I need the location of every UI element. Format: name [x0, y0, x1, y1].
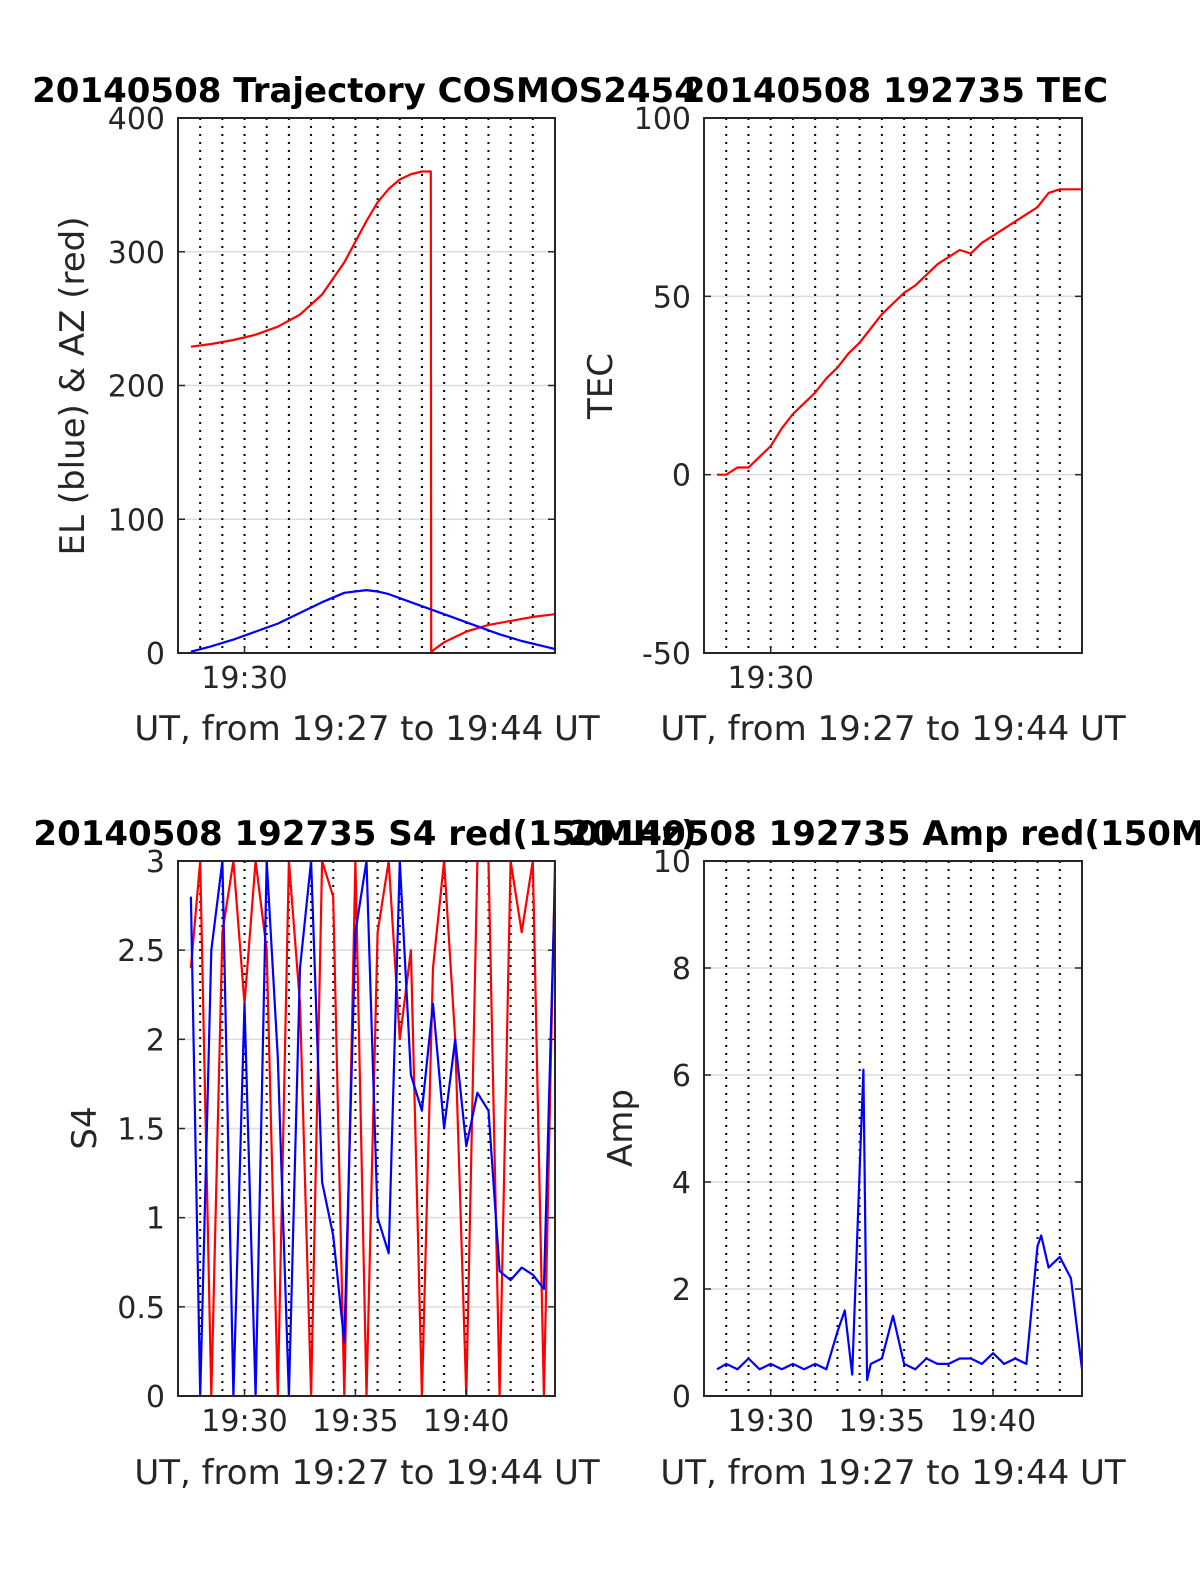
s4-xtick-label: 19:30: [201, 1404, 287, 1439]
s4-xlabel: UT, from 19:27 to 19:44 UT: [134, 1453, 600, 1493]
s4-ytick-label: 2.5: [117, 934, 165, 969]
trajectory-series-1-line: [190, 588, 555, 653]
trajectory-ytick-label: 100: [108, 503, 165, 538]
s4-plot-area: [189, 861, 555, 1396]
tec-ylabel: TEC: [581, 353, 621, 420]
s4-ytick-label: 2: [146, 1023, 165, 1058]
trajectory-series-0-line: [190, 170, 555, 653]
trajectory-panel: 20140508 Trajectory COSMOS2454 UT, from …: [32, 71, 698, 749]
s4-ytick-label: 3: [146, 845, 165, 880]
amp-axes-frame: [703, 860, 1083, 1397]
amp-xtick-label: 19:35: [839, 1404, 925, 1439]
s4-series-0-line: [189, 861, 555, 1396]
tec-ytick-label: -50: [642, 637, 691, 672]
tec-panel: 20140508 192735 TEC UT, from 19:27 to 19…: [581, 71, 1126, 749]
tec-title: 20140508 192735 TEC: [682, 71, 1108, 111]
trajectory-ylabel: EL (blue) & AZ (red): [53, 216, 93, 555]
s4-ytick-label: 0: [146, 1380, 165, 1415]
trajectory-plot-area: [190, 170, 555, 653]
tec-plot-area: [717, 188, 1082, 476]
amp-series-0-line: [716, 1068, 1082, 1382]
amp-ytick-label: 6: [672, 1059, 691, 1094]
s4-title: 20140508 192735 S4 red(150MHz): [33, 814, 696, 854]
trajectory-ytick-label: 400: [108, 102, 165, 137]
tec-ytick-label: 50: [653, 280, 691, 315]
s4-ytick-label: 0.5: [117, 1291, 165, 1326]
amp-title: 20140508 192735 Amp red(150MHz): [567, 814, 1200, 854]
amp-grid: [704, 861, 1082, 1396]
s4-ylabel: S4: [65, 1106, 105, 1149]
s4-panel: 20140508 192735 S4 red(150MHz) UT, from …: [33, 814, 696, 1493]
trajectory-title: 20140508 Trajectory COSMOS2454: [32, 71, 698, 111]
amp-panel: 20140508 192735 Amp red(150MHz) UT, from…: [567, 814, 1200, 1493]
amp-ylabel: Amp: [601, 1089, 641, 1167]
trajectory-grid: [178, 118, 555, 653]
amp-plot-area: [716, 1068, 1082, 1382]
amp-xtick-label: 19:40: [950, 1404, 1036, 1439]
trajectory-ytick-label: 300: [108, 236, 165, 271]
tec-grid: [704, 118, 1082, 653]
amp-ytick-label: 8: [672, 952, 691, 987]
s4-ytick-label: 1.5: [117, 1113, 165, 1148]
amp-xlabel: UT, from 19:27 to 19:44 UT: [660, 1453, 1126, 1493]
s4-xtick-label: 19:35: [312, 1404, 398, 1439]
amp-ytick-label: 4: [672, 1166, 691, 1201]
s4-xtick-label: 19:40: [423, 1404, 509, 1439]
tec-ytick-label: 100: [634, 102, 691, 137]
tec-ytick-label: 0: [672, 459, 691, 494]
amp-xtick-label: 19:30: [727, 1404, 813, 1439]
amp-ytick-label: 2: [672, 1273, 691, 1308]
trajectory-ytick-label: 200: [108, 370, 165, 405]
trajectory-ytick-label: 0: [146, 637, 165, 672]
tec-xlabel: UT, from 19:27 to 19:44 UT: [660, 709, 1126, 749]
tec-axes-frame: [703, 117, 1083, 654]
s4-series-1-line: [189, 861, 555, 1396]
tec-xtick-label: 19:30: [727, 661, 813, 696]
amp-ytick-label: 0: [672, 1380, 691, 1415]
trajectory-xlabel: UT, from 19:27 to 19:44 UT: [134, 709, 600, 749]
tec-series-0-line: [717, 188, 1082, 476]
amp-ytick-label: 10: [653, 845, 691, 880]
trajectory-xtick-label: 19:30: [201, 661, 287, 696]
s4-ytick-label: 1: [146, 1202, 165, 1237]
